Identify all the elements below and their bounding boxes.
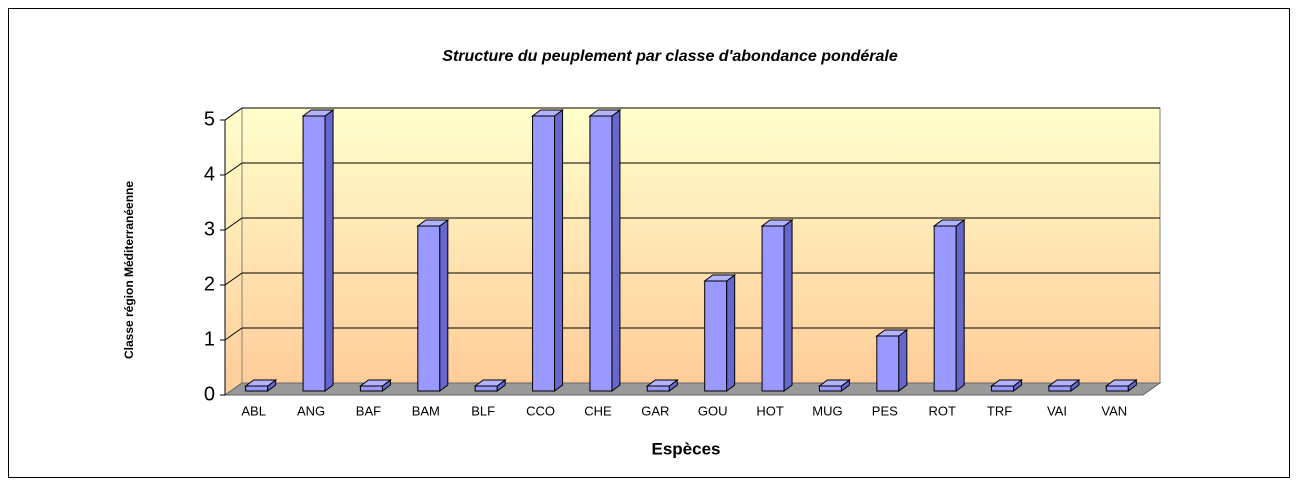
chart-title: Structure du peuplement par classe d'abo… — [442, 48, 898, 65]
bar-top — [473, 379, 507, 387]
bar-side — [955, 219, 965, 392]
grid-line — [224, 327, 243, 341]
x-tick-label: BAM — [412, 403, 440, 418]
x-tick-label: BAF — [356, 403, 381, 418]
bar — [760, 219, 794, 392]
bar-front — [1105, 385, 1129, 392]
bar — [301, 109, 335, 392]
x-tick-label: GAR — [641, 403, 669, 418]
x-tick-label: CCO — [526, 403, 555, 418]
bar-side — [726, 274, 736, 392]
bar — [645, 379, 679, 392]
bar-front — [991, 385, 1015, 392]
x-tick-label: GOU — [698, 403, 728, 418]
bar-front — [876, 335, 900, 392]
bar-side — [554, 109, 564, 392]
bar-front — [589, 115, 613, 392]
bar — [416, 219, 450, 392]
bar-top — [301, 109, 335, 117]
bar-side — [439, 219, 449, 392]
bar-top — [1047, 379, 1081, 387]
bar-front — [818, 385, 842, 392]
bar — [358, 379, 392, 392]
grid-line — [224, 162, 243, 176]
x-axis-title: Espèces — [652, 439, 721, 458]
bar-top — [875, 329, 909, 337]
grid-line — [224, 107, 243, 121]
bar — [1047, 379, 1081, 392]
bar-front — [359, 385, 383, 392]
bar-top — [588, 109, 622, 117]
bar-top — [932, 219, 966, 227]
bar-top — [1104, 379, 1138, 387]
bar-front — [704, 280, 728, 392]
bar — [990, 379, 1024, 392]
bar — [473, 379, 507, 392]
grid-line — [224, 217, 243, 231]
back-wall — [241, 107, 1161, 384]
bar-top — [358, 379, 392, 387]
bar-front — [761, 225, 785, 392]
side-wall — [224, 107, 243, 396]
bar-side — [324, 109, 334, 392]
y-axis-title: Classe région Méditerranéenne — [122, 181, 136, 359]
y-tick-label: 1 — [204, 328, 215, 350]
x-tick-label: ROT — [928, 403, 956, 418]
floor — [223, 382, 1162, 396]
bar-front — [474, 385, 498, 392]
x-tick-label: HOT — [756, 403, 784, 418]
x-tick-label: VAI — [1047, 403, 1067, 418]
bar — [1104, 379, 1138, 392]
x-tick-label: MUG — [812, 403, 842, 418]
bar-side — [898, 329, 908, 392]
bar — [817, 379, 851, 392]
bar — [703, 274, 737, 392]
bar — [244, 379, 278, 392]
y-tick-label: 5 — [204, 108, 215, 130]
bar-top — [817, 379, 851, 387]
x-tick-label: ABL — [241, 403, 266, 418]
bar-side — [783, 219, 793, 392]
bar — [932, 219, 966, 392]
bar-front — [245, 385, 269, 392]
y-tick-label: 2 — [204, 273, 215, 295]
x-tick-label: TRF — [987, 403, 1012, 418]
bar-front — [417, 225, 441, 392]
bar-front — [646, 385, 670, 392]
grid-line — [224, 272, 243, 286]
bar-front — [302, 115, 326, 392]
x-tick-label: PES — [872, 403, 898, 418]
bar-top — [244, 379, 278, 387]
x-tick-label: ANG — [297, 403, 325, 418]
y-tick-label: 0 — [204, 383, 215, 405]
x-tick-label: BLF — [471, 403, 495, 418]
y-tick-label: 4 — [204, 163, 215, 185]
bar-front — [1048, 385, 1072, 392]
bar-top — [990, 379, 1024, 387]
bar-top — [645, 379, 679, 387]
bar — [588, 109, 622, 392]
bar-top — [416, 219, 450, 227]
y-tick-label: 3 — [204, 218, 215, 240]
x-tick-label: CHE — [584, 403, 612, 418]
bar — [875, 329, 909, 392]
bar-side — [611, 109, 621, 392]
bar-front — [532, 115, 556, 392]
bar-top — [531, 109, 565, 117]
bar-top — [760, 219, 794, 227]
bar-top — [703, 274, 737, 282]
bar-front — [933, 225, 957, 392]
bar — [531, 109, 565, 392]
x-tick-label: VAN — [1101, 403, 1127, 418]
